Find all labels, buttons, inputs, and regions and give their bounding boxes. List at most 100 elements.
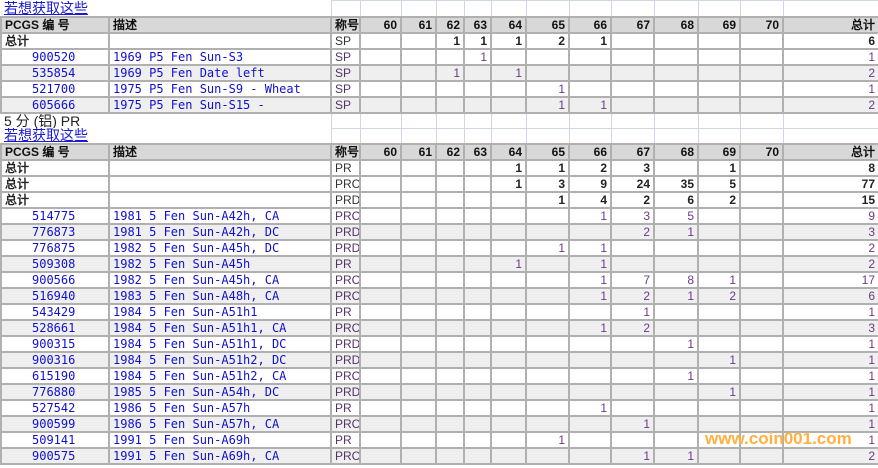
description-link[interactable]: 1969 P5 Fen Date left [108, 63, 332, 82]
count-cell [697, 79, 741, 98]
count-cell [359, 383, 402, 401]
description-link[interactable]: 1983 5 Fen Sun-A48h, CA [108, 287, 332, 305]
count-cell [463, 175, 492, 193]
count-cell: 1 [435, 31, 465, 50]
description-link[interactable]: 1981 5 Fen Sun-A42h, CA [108, 207, 332, 225]
pcgs-number-link[interactable]: 900599 [0, 415, 110, 433]
count-cell [610, 79, 655, 98]
count-cell [435, 447, 465, 465]
description-link[interactable]: 1986 5 Fen Sun-A57h, CA [108, 415, 332, 433]
count-cell [463, 335, 492, 353]
grade-designation: PRD [330, 383, 361, 401]
pcgs-number-link[interactable]: 543429 [0, 303, 110, 321]
pcgs-number-link[interactable]: 521700 [0, 79, 110, 98]
pcgs-number-link[interactable]: 509141 [0, 431, 110, 449]
description-link[interactable]: 1981 5 Fen Sun-A42h, DC [108, 223, 332, 241]
count-cell: 1 [782, 367, 878, 385]
count-cell [435, 431, 465, 449]
pcgs-number-link[interactable]: 776880 [0, 383, 110, 401]
table-row: 900599 1986 5 Fen Sun-A57h, CA PRC 1 1 [0, 415, 878, 433]
description-link[interactable]: 1984 5 Fen Sun-A51h1, CA [108, 319, 332, 337]
description-link[interactable]: 1984 5 Fen Sun-A51h1, DC [108, 335, 332, 353]
count-cell [463, 159, 492, 177]
count-cell [490, 447, 527, 465]
count-cell [400, 255, 437, 273]
pcgs-number-link[interactable]: 516940 [0, 287, 110, 305]
description-link[interactable]: 1984 5 Fen Sun-A51h2, CA [108, 367, 332, 385]
count-cell: 1 [525, 431, 570, 449]
pcgs-number-link[interactable]: 535854 [0, 63, 110, 82]
count-cell [697, 255, 741, 273]
count-cell [739, 79, 784, 98]
header-desc: 描述 [108, 143, 332, 161]
description-link[interactable]: 1975 P5 Fen Sun-S9 - Wheat [108, 79, 332, 98]
header-grade-62: 62 [435, 15, 465, 34]
count-cell [463, 415, 492, 433]
count-cell: 1 [697, 383, 741, 401]
count-cell [359, 335, 402, 353]
description-link[interactable]: 1984 5 Fen Sun-A51h2, DC [108, 351, 332, 369]
count-cell: 3 [525, 175, 570, 193]
count-cell: 1 [568, 271, 612, 289]
pcgs-number-link[interactable]: 509308 [0, 255, 110, 273]
description-link[interactable]: 1991 5 Fen Sun-A69h [108, 431, 332, 449]
count-cell [463, 303, 492, 321]
pcgs-number-link[interactable]: 615190 [0, 367, 110, 385]
count-cell [697, 319, 741, 337]
count-cell [653, 239, 699, 257]
pcgs-number-link[interactable]: 900315 [0, 335, 110, 353]
count-cell [525, 287, 570, 305]
grade-designation: SP [330, 95, 361, 114]
pcgs-number-link[interactable]: 900316 [0, 351, 110, 369]
count-cell [400, 335, 437, 353]
count-cell [697, 95, 741, 114]
pcgs-number-link[interactable]: 528661 [0, 319, 110, 337]
description-link[interactable]: 1985 5 Fen Sun-A54h, DC [108, 383, 332, 401]
description-link[interactable]: 1984 5 Fen Sun-A51h1 [108, 303, 332, 321]
table-row: 900575 1991 5 Fen Sun-A69h, CA PRC 1 1 2 [0, 447, 878, 465]
description-link[interactable]: 1991 5 Fen Sun-A69h, CA [108, 447, 332, 465]
table-row: 776880 1985 5 Fen Sun-A54h, DC PRD 1 1 [0, 383, 878, 401]
count-cell [653, 383, 699, 401]
count-cell: 35 [653, 175, 699, 193]
count-cell [400, 431, 437, 449]
pcgs-number-link[interactable]: 776875 [0, 239, 110, 257]
grade-designation: PRC [330, 207, 361, 225]
get-these-link[interactable]: 若想获取这些 [4, 128, 88, 143]
description-link[interactable]: 1969 P5 Fen Sun-S3 [108, 47, 332, 66]
count-cell: 1 [697, 159, 741, 177]
grade-designation: PR [330, 431, 361, 449]
count-cell [400, 287, 437, 305]
count-cell: 1 [782, 383, 878, 401]
pcgs-number-link[interactable]: 900520 [0, 47, 110, 66]
pcgs-number-link[interactable]: 514775 [0, 207, 110, 225]
get-these-link[interactable]: 若想获取这些 [4, 0, 88, 16]
pcgs-number-link[interactable]: 900566 [0, 271, 110, 289]
count-cell [463, 367, 492, 385]
count-cell: 1 [653, 287, 699, 305]
count-cell [697, 367, 741, 385]
count-cell [525, 207, 570, 225]
pcgs-number-link[interactable]: 605666 [0, 95, 110, 114]
count-cell [435, 319, 465, 337]
description-link[interactable]: 1982 5 Fen Sun-A45h, DC [108, 239, 332, 257]
total-row: 总计 PRC 1 3 9 24 35 5 77 [0, 175, 878, 193]
count-cell: 1 [568, 399, 612, 417]
grade-designation: SP [330, 47, 361, 66]
description-link[interactable]: 1986 5 Fen Sun-A57h [108, 399, 332, 417]
count-cell [653, 47, 699, 66]
pcgs-number-link[interactable]: 900575 [0, 447, 110, 465]
count-cell [490, 271, 527, 289]
count-cell [435, 255, 465, 273]
header-grade-63: 63 [463, 15, 492, 34]
count-cell [739, 303, 784, 321]
header-desc: 描述 [108, 15, 332, 34]
count-cell [400, 383, 437, 401]
description-link[interactable]: 1982 5 Fen Sun-A45h, CA [108, 271, 332, 289]
description-link[interactable]: 1975 P5 Fen Sun-S15 - [108, 95, 332, 114]
pcgs-number-link[interactable]: 527542 [0, 399, 110, 417]
description-link[interactable]: 1982 5 Fen Sun-A45h [108, 255, 332, 273]
grade-designation: PR [330, 255, 361, 273]
count-cell [697, 47, 741, 66]
pcgs-number-link[interactable]: 776873 [0, 223, 110, 241]
